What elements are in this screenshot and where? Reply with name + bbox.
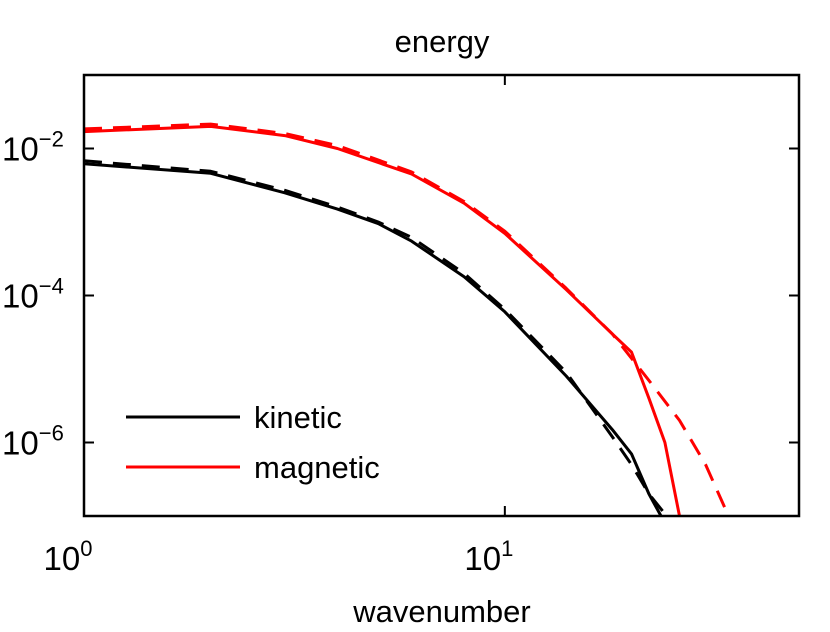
y-tick-label-base: 10 (2, 131, 39, 168)
x-tick-label: 100 (44, 536, 93, 577)
series-line-kinetic-reference (84, 159, 669, 516)
y-tick-label-exponent: −6 (39, 421, 64, 446)
y-tick-label-base: 10 (2, 425, 39, 462)
x-tick-label-base: 10 (464, 540, 501, 577)
y-tick-label-exponent: −2 (39, 127, 64, 152)
legend-label-magnetic: magnetic (254, 450, 380, 485)
x-tick-label-exponent: 0 (80, 536, 92, 561)
y-tick-label: 10−6 (2, 421, 64, 462)
series-line-kinetic (84, 162, 663, 516)
x-axis-label: wavenumber (352, 594, 530, 629)
series-line-magnetic-reference (84, 122, 730, 516)
chart-title: energy (395, 24, 490, 59)
legend: kinetic magnetic (126, 400, 380, 485)
series-line-magnetic (84, 124, 681, 516)
legend-label-kinetic: kinetic (254, 400, 342, 435)
series-layer (84, 122, 730, 516)
x-tick-label-exponent: 1 (501, 536, 513, 561)
x-tick-label-base: 10 (44, 540, 81, 577)
x-tick-label: 101 (464, 536, 513, 577)
y-tick-label: 10−2 (2, 127, 64, 168)
y-tick-label: 10−4 (2, 274, 64, 315)
y-tick-label-base: 10 (2, 278, 39, 315)
y-tick-label-exponent: −4 (39, 274, 64, 299)
